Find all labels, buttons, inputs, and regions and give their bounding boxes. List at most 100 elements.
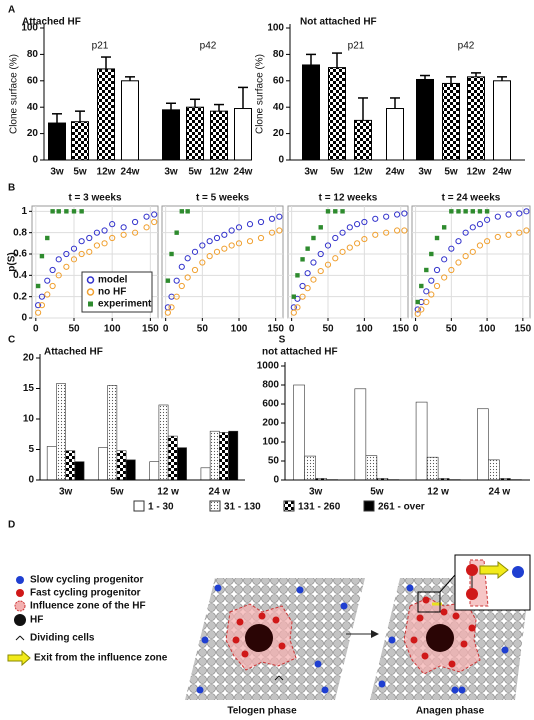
y-tick-label: 20 — [273, 128, 285, 139]
bar — [493, 80, 511, 161]
bar — [177, 447, 187, 481]
point — [494, 213, 501, 220]
point — [276, 213, 283, 220]
x-tick-label: 3w — [304, 167, 318, 178]
point — [317, 250, 324, 258]
point — [346, 244, 353, 251]
x-axis-label: S — [279, 335, 286, 346]
x-tick-label: 12w — [210, 167, 229, 178]
point — [151, 218, 158, 226]
x-tick-label: 5w — [110, 487, 124, 498]
point — [476, 221, 484, 228]
point — [372, 231, 379, 238]
point — [310, 259, 317, 266]
point — [448, 245, 455, 252]
point — [143, 224, 150, 231]
bar — [162, 109, 180, 161]
bar — [477, 408, 489, 481]
x-tick-label: 5w — [330, 167, 344, 178]
x-tick-label: 5w — [188, 167, 202, 178]
x-tick-label: 100 — [231, 324, 248, 335]
point — [63, 250, 70, 258]
x-tick-label: 12w — [354, 167, 373, 178]
y-axis-label: Clone surface (%) — [9, 54, 20, 134]
inset-fast-cell — [466, 564, 478, 576]
point — [131, 229, 139, 236]
point — [424, 267, 429, 273]
x-tick-label: 50 — [197, 324, 209, 335]
point — [325, 209, 331, 214]
legend-slow — [16, 576, 24, 584]
point — [257, 218, 265, 226]
point — [441, 274, 448, 281]
phase-label: Anagen phase — [416, 706, 485, 717]
point — [228, 227, 235, 234]
point — [191, 266, 199, 274]
y-tick-label: 10 — [23, 414, 35, 425]
y-tick-label: 60 — [27, 75, 39, 86]
point — [340, 209, 345, 214]
point — [310, 276, 317, 283]
bar — [354, 119, 372, 161]
y-tick-label: 40 — [273, 102, 285, 113]
y-tick-label: 800 — [262, 380, 279, 391]
point — [120, 231, 127, 238]
legend-swatch — [363, 500, 375, 512]
x-tick-label: 50 — [446, 324, 458, 335]
point — [339, 229, 346, 236]
y-tick-label: 0 — [21, 313, 27, 324]
inset-exit-arrow — [479, 560, 509, 580]
point — [63, 263, 70, 270]
panel-label: B — [8, 183, 15, 194]
point — [523, 227, 530, 234]
bar — [149, 461, 160, 481]
x-tick-label: 24w — [493, 167, 512, 178]
plot-frame — [161, 205, 284, 319]
bar — [488, 459, 500, 481]
hair-follicle — [426, 624, 454, 652]
point — [78, 238, 85, 245]
point — [70, 245, 78, 252]
point — [291, 294, 297, 299]
point — [143, 213, 150, 220]
y-tick-label: 15 — [23, 383, 35, 394]
chart-title: t = 3 weeks — [68, 193, 122, 204]
point — [324, 242, 332, 249]
point — [294, 304, 301, 311]
bar — [304, 455, 316, 481]
point — [423, 288, 430, 295]
legend-marker — [88, 301, 93, 307]
bar — [116, 450, 127, 481]
point — [246, 238, 254, 245]
x-tick-label: 100 — [104, 324, 121, 335]
point — [477, 209, 483, 214]
y-tick-label: 0 — [28, 475, 34, 486]
legend-label: model — [98, 275, 128, 286]
point — [165, 278, 171, 283]
y-tick-label: 5 — [28, 444, 34, 455]
bar — [74, 461, 85, 481]
inset — [454, 554, 531, 611]
point — [423, 298, 430, 306]
phase-label: Telogen phase — [227, 706, 297, 717]
point — [191, 248, 199, 255]
x-tick-label: 3w — [309, 487, 323, 498]
x-tick-label: 100 — [479, 324, 496, 335]
point — [318, 225, 323, 230]
point — [168, 304, 175, 311]
zoom-box — [417, 591, 441, 613]
fast-cells — [410, 596, 476, 668]
slow-cells — [378, 584, 509, 694]
x-tick-label: 12 w — [157, 487, 179, 498]
point — [213, 248, 221, 255]
legend-label: Exit from the influence zone — [34, 653, 168, 664]
y-tick-label: 80 — [273, 49, 285, 60]
legend-fast — [16, 589, 24, 597]
point — [164, 309, 171, 316]
fast-cells — [232, 612, 286, 658]
point — [49, 282, 56, 290]
point — [109, 221, 116, 228]
plot-frame — [287, 205, 409, 319]
zoom-line — [439, 574, 456, 593]
